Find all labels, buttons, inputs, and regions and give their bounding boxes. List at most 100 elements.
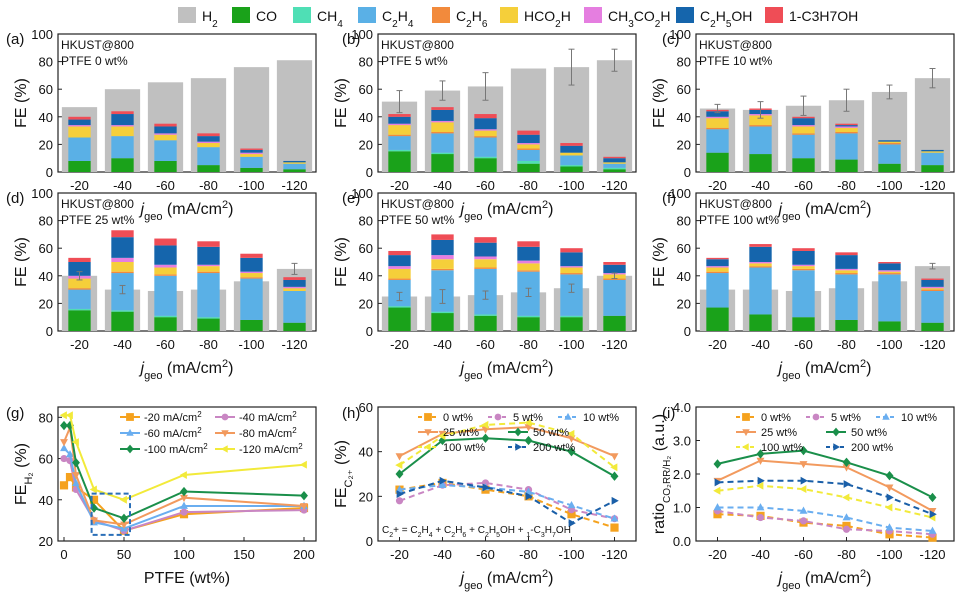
plot-frame-g	[57, 406, 317, 542]
bar-CO-e	[517, 317, 540, 331]
ytick-label-d: 20	[39, 296, 53, 311]
xtick-label-h: -100	[558, 547, 584, 562]
xtick-label-h: -20	[390, 547, 409, 562]
series-line-i-0	[717, 513, 933, 539]
bar-CH3CO2H-d	[240, 271, 263, 274]
series-point-h-4	[481, 433, 490, 443]
bar-C2H5OH-a	[197, 136, 220, 142]
bar-C3H7OH-f	[706, 257, 729, 260]
bar-C3H7OH-d	[240, 253, 263, 258]
series-point-i-6	[886, 493, 894, 502]
bar-CH3CO2H-a	[111, 125, 134, 127]
bar-HCO2H-f	[878, 271, 901, 274]
legend-label-HCO2H: HCO2H	[524, 8, 571, 30]
bar-C2H4-b	[517, 149, 540, 161]
bar-CO-b	[603, 169, 626, 172]
series-point-h-3	[395, 453, 404, 461]
bar-C2H4-b	[388, 136, 411, 150]
panel-legend-marker	[882, 412, 890, 420]
legend-swatch-C2H5OH	[676, 7, 694, 23]
xtick-label-c: -120	[919, 178, 945, 193]
xtick-label-g: 50	[117, 547, 131, 562]
bar-C2H4-d	[197, 273, 220, 318]
panel-legend-marker	[424, 413, 432, 421]
xtick-label-g: 200	[293, 547, 315, 562]
series-line-h-6	[399, 479, 615, 525]
ytick-label-g: 80	[39, 410, 53, 425]
bar-CH4-d	[68, 308, 91, 311]
legend-swatch-H2	[178, 7, 196, 23]
panel-d: (d) 0 20 40 60 80 100 -20 -40 -60 -80 -100 -120 HKUST…	[6, 186, 317, 382]
bar-C2H5OH-e	[474, 242, 497, 257]
series-point-g-5	[179, 471, 187, 479]
bar-HCO2H-e	[517, 263, 540, 271]
series-point-h-5	[567, 429, 575, 438]
xtick-label-a: -120	[281, 178, 307, 193]
bar-C2H5OH-d	[154, 245, 177, 265]
legend-item-CH4: CH4	[293, 7, 343, 30]
bar-CO-f	[921, 322, 944, 331]
ytick-label-g: 20	[39, 534, 53, 549]
ytick-label-a: 0	[46, 165, 53, 180]
bar-HCO2H-c	[706, 118, 729, 128]
panel-h: (h) 0 20 40 60 -20 -40 -60 -80 -100 -120 0 wt% 5 wt%…	[333, 400, 637, 592]
xtick-label-a: -60	[156, 178, 175, 193]
bar-C2H6-d	[154, 274, 177, 276]
bar-CO-c	[921, 165, 944, 172]
bar-C3H7OH-e	[560, 248, 583, 253]
bar-CO-c	[749, 154, 772, 172]
panel-title-d: PTFE 25 wt%	[61, 213, 135, 227]
series-point-g-3	[120, 521, 128, 529]
bar-CH4-b	[431, 152, 454, 155]
bar-C2H4-c	[792, 134, 815, 159]
bar-CH3CO2H-a	[68, 125, 91, 127]
bar-C3H7OH-f	[921, 278, 944, 280]
series-point-g-5	[299, 460, 307, 469]
series-point-i-2	[842, 513, 851, 521]
xtick-label-c: -80	[837, 178, 856, 193]
bar-C2H4-a	[68, 137, 91, 161]
bar-HCO2H-a	[197, 143, 220, 148]
ytick-label-h: 40	[359, 445, 373, 460]
panel-title-f: PTFE 100 wt%	[699, 213, 779, 227]
ytick-label-d: 40	[39, 269, 53, 284]
bar-HCO2H-d	[154, 267, 177, 275]
bar-C2H4-b	[474, 137, 497, 157]
bar-CO-b	[474, 158, 497, 172]
ytick-label-e: 100	[351, 186, 373, 201]
ytick-label-a: 100	[31, 27, 53, 42]
xtick-label-b: -80	[519, 178, 538, 193]
ytick-label-i: 4.0	[673, 400, 691, 415]
bar-C2H4-f	[706, 273, 729, 308]
panel-title-d: HKUST@800	[61, 197, 134, 211]
ytick-label-b: 100	[351, 27, 373, 42]
bar-C2H5OH-d	[197, 246, 220, 265]
bar-C2H6-c	[835, 131, 858, 134]
bar-H2-b	[596, 60, 633, 172]
bar-CO-a	[68, 160, 91, 172]
bar-HCO2H-f	[835, 270, 858, 274]
ytick-label-g: 60	[39, 452, 53, 467]
panel-legend-label: -40 mA/cm2	[239, 410, 297, 425]
ytick-label-b: 0	[366, 165, 373, 180]
bar-C3H7OH-b	[474, 114, 497, 119]
series-point-h-4	[567, 446, 576, 457]
panel-e: (e) 0 20 40 60 80 100 -20 -40 -60 -80 -100 -120 HKUST…	[333, 186, 637, 382]
panel-legend-label: -100 mA/cm2	[144, 442, 208, 457]
bar-C2H6-c	[706, 127, 729, 130]
xtick-label-a: -20	[70, 178, 89, 193]
panel-label-c: (c)	[662, 31, 680, 48]
legend-item-CO: CO	[232, 7, 277, 24]
bar-CH3CO2H-f	[921, 286, 944, 289]
xtick-label-g: 150	[233, 547, 255, 562]
series-line-i-5	[717, 484, 933, 519]
series-line-h-5	[398, 421, 616, 469]
xtick-label-i: -60	[794, 547, 813, 562]
bar-C2H5OH-b	[560, 145, 583, 153]
bar-C2H5OH-f	[921, 279, 944, 287]
bar-C2H4-f	[835, 274, 858, 320]
bar-C2H6-c	[792, 133, 815, 135]
bar-HCO2H-e	[560, 267, 583, 274]
panel-legend-g: -20 mA/cm2 -40 mA/cm2 -60 mA/cm2 -80 mA/cm2…	[120, 410, 303, 457]
ylabel-g: FEH₂ (%)	[13, 443, 35, 505]
